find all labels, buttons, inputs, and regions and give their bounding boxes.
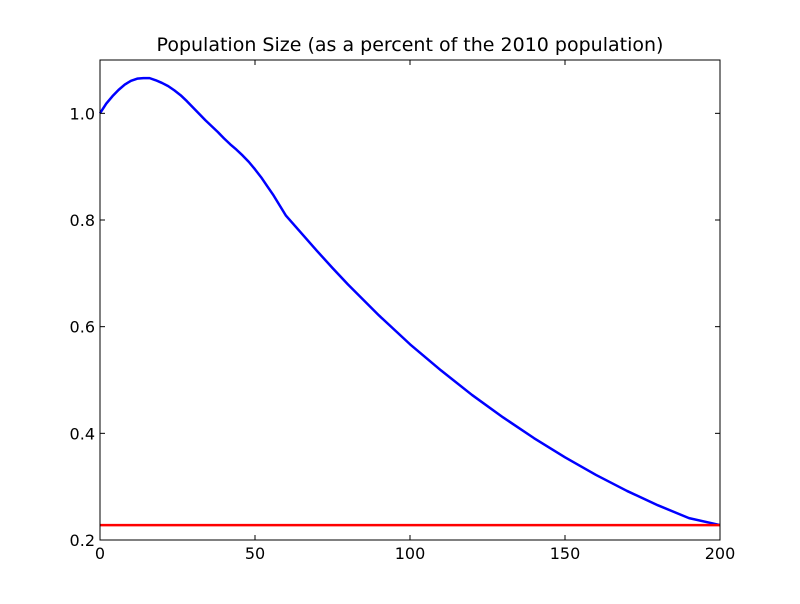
series-layer xyxy=(98,76,721,527)
y-tick-label: 0.4 xyxy=(70,424,95,443)
x-tick-label: 0 xyxy=(95,544,105,563)
x-tick-label: 50 xyxy=(245,544,265,563)
plot-frame xyxy=(99,59,721,541)
chart-title: Population Size (as a percent of the 201… xyxy=(156,34,664,56)
x-tick-label: 100 xyxy=(395,544,426,563)
x-tick-label: 200 xyxy=(705,544,736,563)
y-tick-label: 0.6 xyxy=(70,318,95,337)
x-tick-label: 150 xyxy=(550,544,581,563)
y-tick-label: 0.2 xyxy=(70,531,95,550)
y-tick-label: 0.8 xyxy=(70,211,95,230)
axes-layer: 0 50 100 150 200 0.2 0.4 0.6 0.8 1.0 xyxy=(70,60,736,563)
series-line-1 xyxy=(98,76,721,527)
y-tick-label: 1.0 xyxy=(70,104,95,123)
